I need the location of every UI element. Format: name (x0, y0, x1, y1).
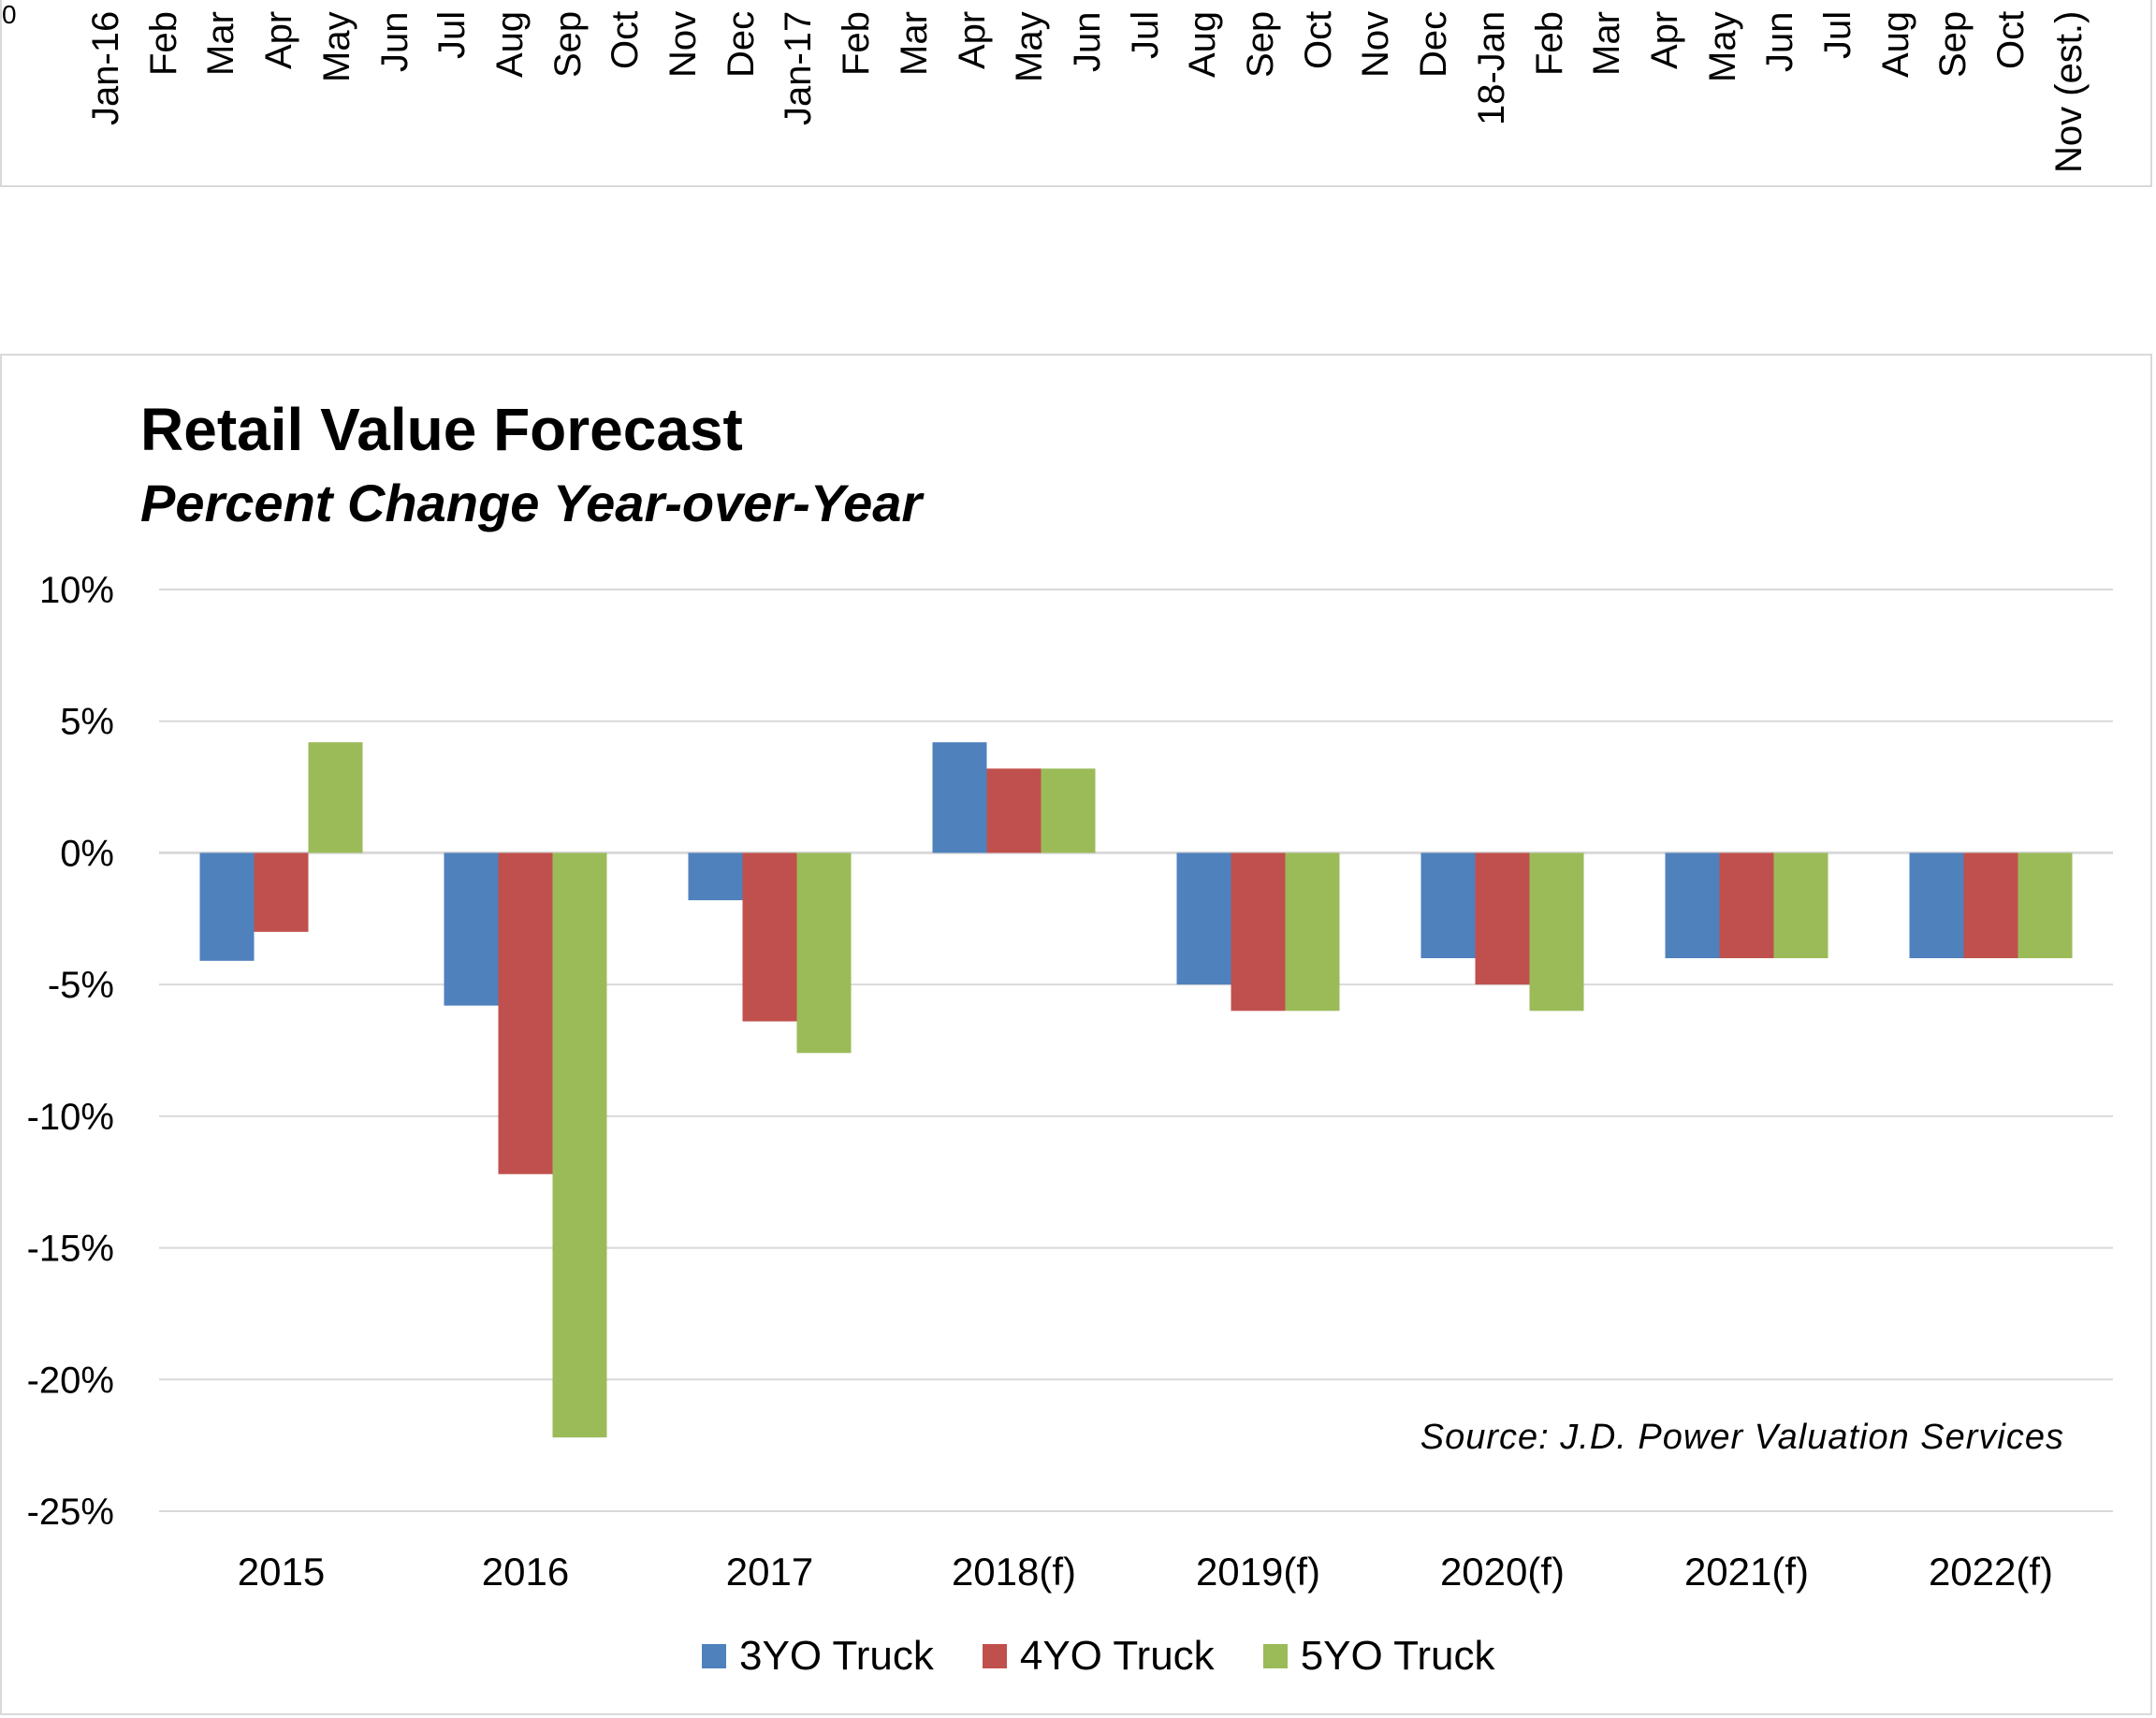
x-category-label: 2019(f) (1196, 1550, 1320, 1594)
legend-swatch (1262, 1644, 1288, 1668)
bar-5yo-truck-2019f (1285, 852, 1340, 1012)
chart-title: Retail Value Forecast (140, 396, 743, 463)
bar-3yo-truck-2022f (1909, 852, 1964, 958)
bar-5yo-truck-2015 (308, 742, 363, 853)
bar-4yo-truck-2016 (498, 852, 553, 1174)
upper-axis-zero-tick: 0 (2, 0, 17, 29)
y-tick-label: -10% (27, 1097, 114, 1138)
bar-3yo-truck-2018f (932, 742, 987, 853)
bar-4yo-truck-2021f (1719, 852, 1774, 958)
bar-5yo-truck-2017 (796, 852, 852, 1054)
bar-3yo-truck-2015 (199, 852, 255, 961)
chart-legend: 3YO Truck 4YO Truck 5YO Truck (702, 1633, 1544, 1680)
y-tick-label: 0% (60, 833, 114, 874)
legend-swatch (702, 1644, 726, 1668)
legend-label: 5YO Truck (1300, 1633, 1495, 1679)
bar-4yo-truck-2022f (1963, 852, 2018, 958)
x-category-label: 2017 (726, 1550, 813, 1594)
bar-3yo-truck-2016 (444, 852, 499, 1006)
bar-3yo-truck-2020f (1420, 852, 1476, 958)
bar-4yo-truck-2019f (1231, 852, 1286, 1012)
y-tick-label: 5% (60, 702, 114, 743)
bar-5yo-truck-2018f (1041, 768, 1096, 853)
bar-5yo-truck-2022f (2018, 852, 2073, 958)
x-category-label: 2020(f) (1440, 1550, 1565, 1594)
y-tick-label: -20% (27, 1360, 114, 1401)
y-tick-label: -15% (27, 1229, 114, 1270)
bar-3yo-truck-2021f (1665, 852, 1720, 958)
bar-5yo-truck-2021f (1773, 852, 1828, 958)
source-note: Source: J.D. Power Valuation Services (1420, 1418, 2064, 1457)
y-tick-label: -25% (27, 1492, 114, 1533)
x-category-label: 2016 (482, 1550, 569, 1594)
x-category-label: 2015 (238, 1550, 325, 1594)
legend-label: 3YO Truck (739, 1633, 934, 1679)
legend-label: 4YO Truck (1019, 1633, 1215, 1679)
bar-5yo-truck-2016 (552, 852, 607, 1438)
legend-item: 4YO Truck (982, 1633, 1215, 1680)
y-tick-label: 10% (39, 570, 114, 611)
x-category-label: 2022(f) (1929, 1550, 2053, 1594)
x-category-label: 2021(f) (1684, 1550, 1809, 1594)
bar-4yo-truck-2020f (1475, 852, 1530, 985)
bar-3yo-truck-2017 (688, 852, 743, 901)
chart-panel (0, 354, 2152, 1715)
bar-5yo-truck-2020f (1529, 852, 1584, 1012)
legend-swatch (982, 1644, 1007, 1668)
bar-4yo-truck-2018f (986, 768, 1042, 853)
x-category-label: 2018(f) (952, 1550, 1076, 1594)
legend-item: 3YO Truck (702, 1633, 934, 1680)
upper-chart-fragment: 0 (0, 0, 2152, 187)
bar-4yo-truck-2017 (742, 852, 797, 1022)
bar-3yo-truck-2019f (1176, 852, 1231, 985)
y-tick-label: -5% (48, 965, 114, 1006)
bar-4yo-truck-2015 (254, 852, 309, 932)
legend-item: 5YO Truck (1262, 1633, 1495, 1680)
chart-subtitle: Percent Change Year-over-Year (140, 473, 923, 532)
